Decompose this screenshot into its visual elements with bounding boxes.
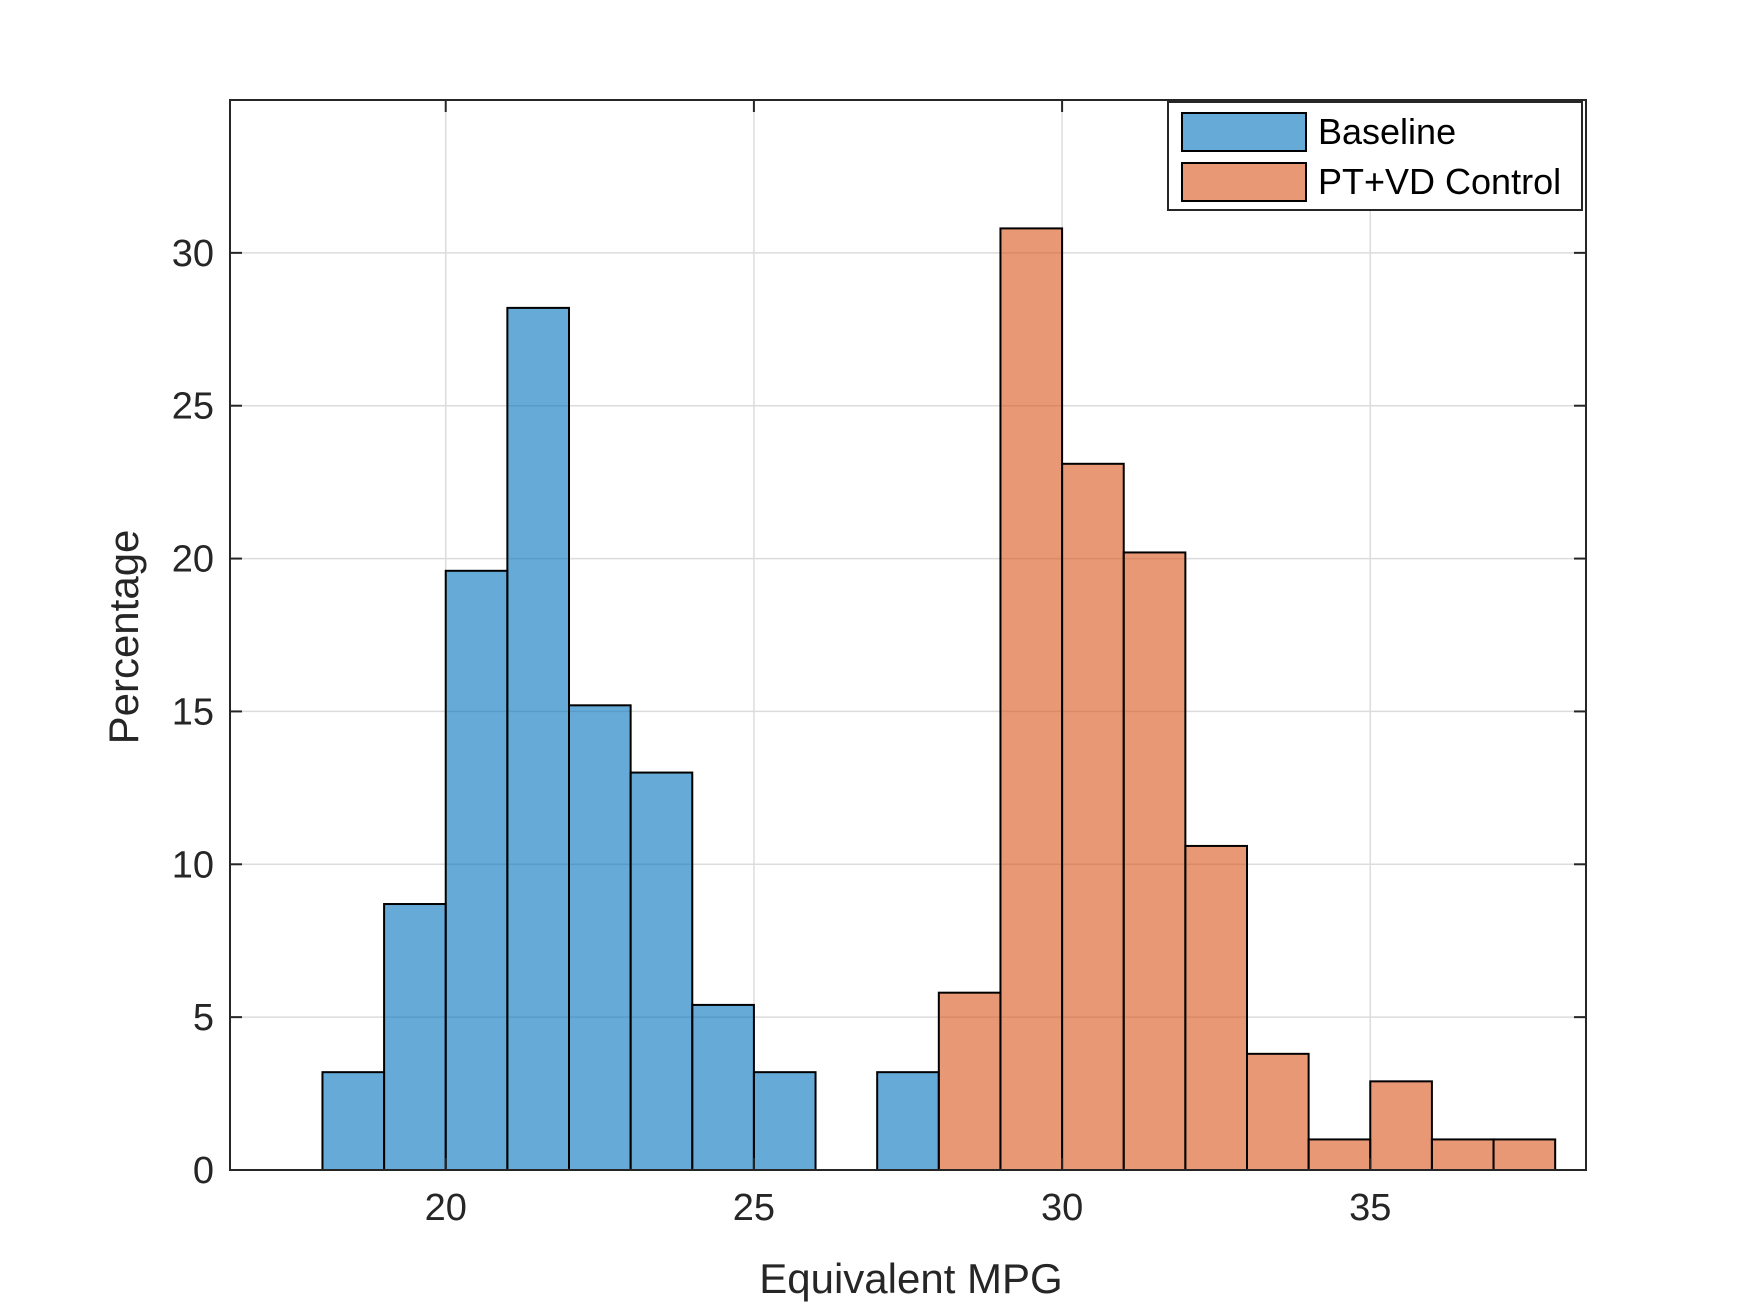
x-axis-title: Equivalent MPG bbox=[759, 1255, 1062, 1302]
histogram-bar-ptvd-5 bbox=[1246, 1052, 1310, 1172]
y-tick-label: 5 bbox=[193, 997, 214, 1039]
histogram-bar-baseline-2 bbox=[444, 569, 509, 1171]
legend-label-0: Baseline bbox=[1318, 111, 1456, 152]
tick-labels: 20 25 30 35 0 5 10 15 20 25 30 bbox=[172, 233, 1392, 1229]
legend-swatch-1 bbox=[1181, 162, 1307, 202]
x-tick-label: 20 bbox=[425, 1187, 467, 1229]
histogram-bar-ptvd-7 bbox=[1369, 1080, 1433, 1172]
histogram-bar-ptvd-0 bbox=[937, 991, 1002, 1172]
histogram-bar-baseline-1 bbox=[383, 903, 447, 1171]
x-tick-label: 25 bbox=[733, 1187, 775, 1229]
x-tick-label: 30 bbox=[1041, 1187, 1083, 1229]
x-tick-label: 35 bbox=[1349, 1187, 1391, 1229]
y-tick-label: 15 bbox=[172, 691, 214, 733]
histogram-bar-baseline-0 bbox=[321, 1071, 386, 1171]
histogram-bar-baseline-9 bbox=[876, 1071, 940, 1171]
histogram-bar-ptvd-6 bbox=[1307, 1138, 1372, 1172]
y-tick-label: 20 bbox=[172, 539, 214, 581]
histogram-bar-ptvd-8 bbox=[1430, 1138, 1495, 1172]
legend: Baseline PT+VD Control bbox=[1167, 101, 1583, 211]
histogram-bar-baseline-3 bbox=[506, 306, 571, 1171]
histogram-bar-ptvd-4 bbox=[1184, 844, 1249, 1171]
bars bbox=[321, 227, 1557, 1172]
histogram-bar-ptvd-1 bbox=[999, 227, 1064, 1171]
legend-swatch-0 bbox=[1181, 112, 1307, 152]
y-tick-label: 0 bbox=[193, 1150, 214, 1192]
y-tick-label: 30 bbox=[172, 233, 214, 275]
y-tick-label: 25 bbox=[172, 386, 214, 428]
y-axis-title: Percentage bbox=[100, 530, 147, 745]
histogram-bar-baseline-7 bbox=[752, 1071, 817, 1171]
histogram-bar-ptvd-3 bbox=[1122, 551, 1187, 1171]
y-tick-label: 10 bbox=[172, 844, 214, 886]
legend-label-1: PT+VD Control bbox=[1318, 161, 1561, 202]
histogram-bar-ptvd-2 bbox=[1061, 462, 1125, 1171]
histogram-bar-baseline-6 bbox=[691, 1003, 755, 1172]
axes bbox=[229, 99, 1587, 1171]
histogram-bar-baseline-4 bbox=[568, 704, 632, 1171]
histogram-bar-ptvd-9 bbox=[1492, 1138, 1557, 1172]
axes-box bbox=[229, 99, 1587, 1171]
histogram-bar-baseline-5 bbox=[629, 771, 694, 1171]
